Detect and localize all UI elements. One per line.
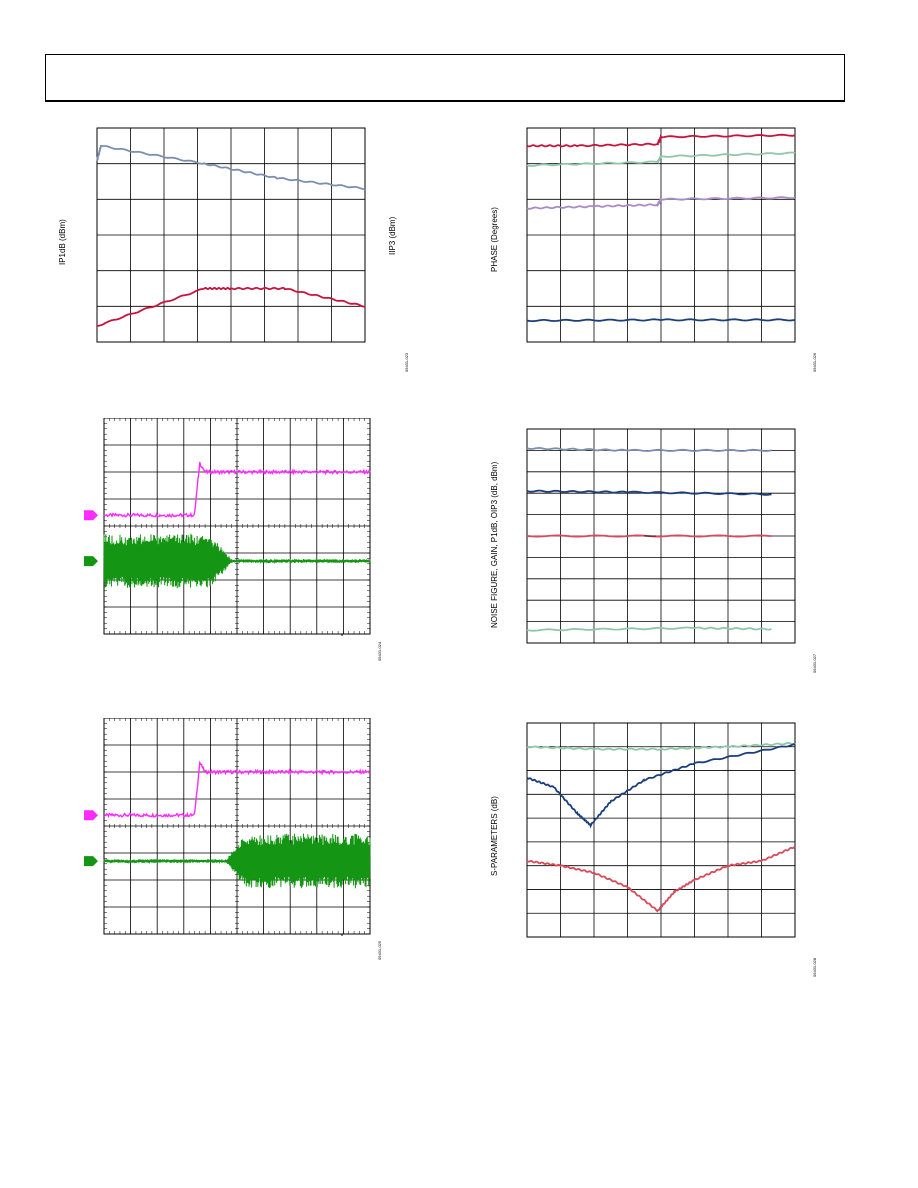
fig1-y-right-label: IIP3 (dBm) bbox=[388, 216, 397, 255]
fig4-series-3 bbox=[526, 626, 772, 632]
fig5-channel-2-marker bbox=[84, 856, 98, 867]
fig2-series-3 bbox=[526, 318, 796, 323]
fig5-series-1 bbox=[103, 833, 371, 889]
fig3-channel-1-marker bbox=[84, 510, 98, 521]
fig1-series-0 bbox=[96, 144, 366, 191]
figure-scope-1 bbox=[84, 418, 371, 636]
fig2-y-label: PHASE (Degrees) bbox=[490, 207, 499, 272]
fig5-channel-1-marker bbox=[84, 810, 98, 821]
fig2-series-2 bbox=[526, 196, 796, 210]
fig1-series-1 bbox=[96, 286, 366, 327]
figure-phase bbox=[526, 127, 796, 343]
fig4-series-1 bbox=[526, 489, 772, 496]
fig5-series-0 bbox=[103, 760, 371, 819]
figure-noise-gain bbox=[526, 428, 796, 644]
fig6-figure-number: 09431-028 bbox=[812, 957, 817, 977]
fig6-series-1 bbox=[526, 743, 796, 829]
fig4-figure-number: 09431-027 bbox=[812, 653, 817, 673]
page-header-box bbox=[45, 54, 845, 102]
figure-scope-2 bbox=[84, 718, 371, 936]
fig1-figure-number: 09431-023 bbox=[404, 352, 409, 372]
fig2-series-1 bbox=[526, 151, 796, 167]
fig5-figure-number: 09431-025 bbox=[377, 940, 382, 960]
fig3-figure-number: 09431-024 bbox=[377, 641, 382, 661]
fig2-series-0 bbox=[526, 133, 796, 148]
fig5-trigger-icon bbox=[341, 933, 346, 936]
fig4-series-0 bbox=[526, 446, 772, 452]
fig6-series-0 bbox=[526, 742, 796, 751]
fig4-y-label: NOISE FIGURE, GAIN, P1dB, OIP3 (dB, dBm) bbox=[490, 461, 499, 628]
figure-ip1db-iip3 bbox=[96, 127, 366, 343]
fig6-y-label: S-PARAMETERS (dB) bbox=[490, 796, 499, 876]
fig1-y-left-label: IP1dB (dBm) bbox=[58, 219, 67, 265]
figure-s-parameters bbox=[526, 722, 796, 938]
fig3-series-1 bbox=[103, 533, 371, 589]
fig3-trigger-icon bbox=[341, 633, 346, 636]
fig2-figure-number: 09431-026 bbox=[812, 352, 817, 372]
fig3-series-0 bbox=[103, 461, 371, 519]
fig6-series-2 bbox=[526, 845, 796, 913]
fig3-channel-2-marker bbox=[84, 556, 98, 567]
